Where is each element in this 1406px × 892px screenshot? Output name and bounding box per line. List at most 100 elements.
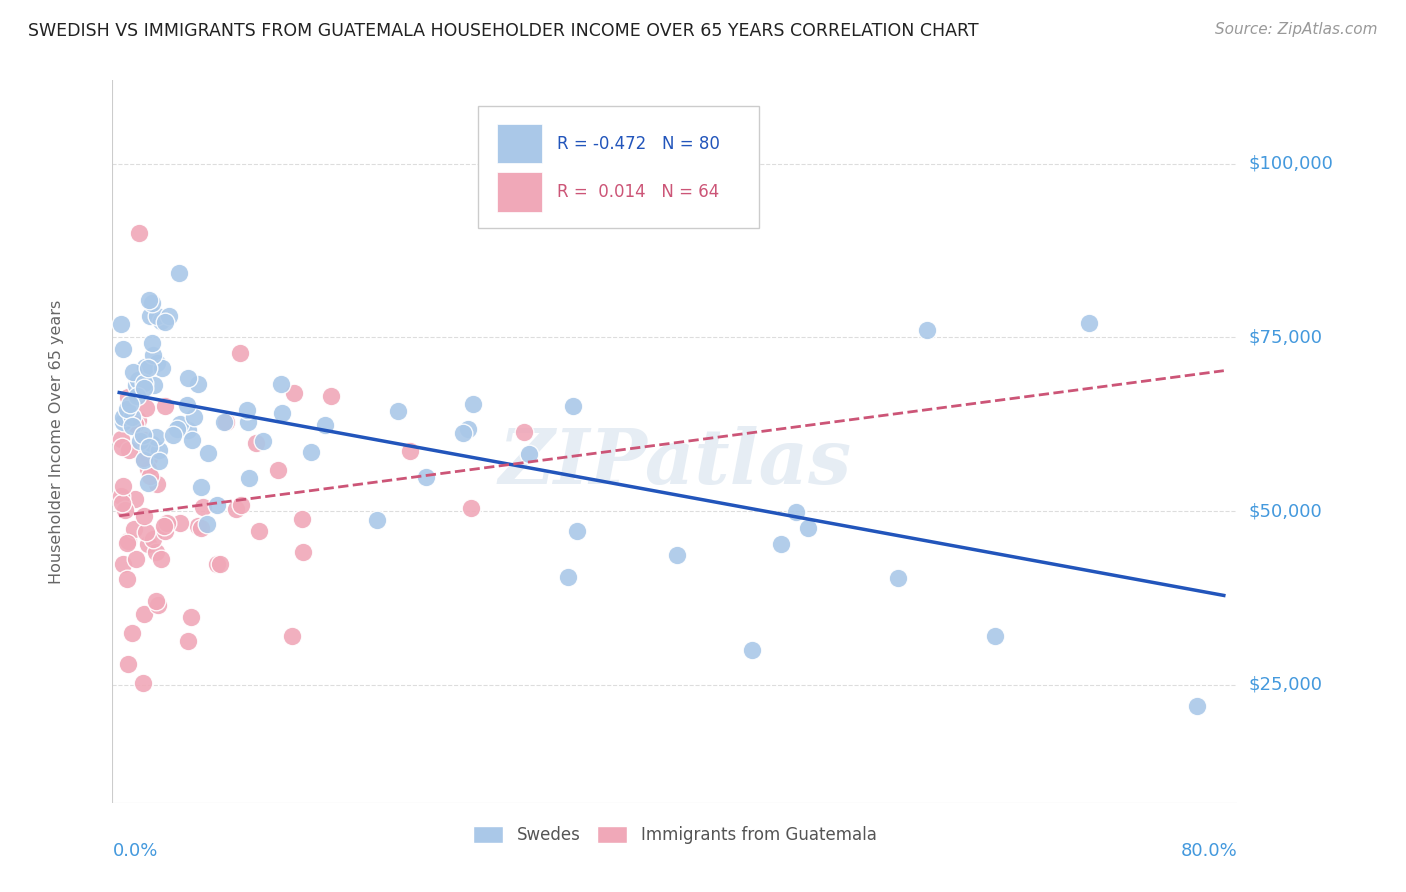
Point: [150, 360, 173, 375]
Point: [984, 629, 1007, 643]
Point: [141, 437, 163, 451]
Point: [180, 610, 202, 624]
Point: [136, 461, 159, 475]
Text: 0.0%: 0.0%: [112, 842, 157, 860]
Point: [118, 443, 141, 458]
Point: [207, 498, 229, 512]
Point: [267, 463, 290, 477]
Point: [135, 525, 157, 540]
Point: [145, 310, 167, 324]
Point: [143, 378, 166, 392]
Point: [181, 433, 204, 447]
Point: [149, 314, 172, 328]
Point: [887, 571, 910, 585]
Point: [145, 544, 167, 558]
Point: [153, 315, 176, 329]
Point: [153, 399, 176, 413]
Point: [110, 317, 132, 331]
Point: [270, 406, 292, 420]
Point: [134, 452, 156, 467]
Point: [138, 440, 160, 454]
FancyBboxPatch shape: [498, 124, 543, 163]
Point: [132, 509, 155, 524]
Point: [460, 501, 482, 516]
Point: [398, 443, 420, 458]
Point: [769, 536, 792, 550]
Point: [122, 365, 145, 379]
Point: [115, 572, 138, 586]
Point: [125, 378, 148, 392]
Point: [183, 409, 205, 424]
Point: [1078, 317, 1101, 331]
Point: [187, 377, 209, 392]
Point: [565, 524, 588, 539]
Point: [112, 479, 135, 493]
Point: [195, 517, 218, 532]
Text: $100,000: $100,000: [1249, 154, 1333, 173]
Point: [212, 415, 235, 429]
Point: [177, 634, 200, 648]
Point: [134, 607, 156, 622]
Point: [110, 489, 132, 503]
Point: [111, 440, 134, 454]
Point: [111, 496, 134, 510]
Point: [162, 427, 184, 442]
Point: [148, 443, 170, 458]
Point: [135, 401, 157, 416]
Legend: Swedes, Immigrants from Guatemala: Swedes, Immigrants from Guatemala: [465, 817, 884, 852]
Point: [141, 295, 163, 310]
Point: [131, 676, 153, 690]
Point: [121, 626, 143, 640]
Text: $50,000: $50,000: [1249, 502, 1322, 520]
Text: Source: ZipAtlas.com: Source: ZipAtlas.com: [1215, 22, 1378, 37]
Point: [797, 521, 820, 535]
Point: [169, 516, 191, 530]
Point: [245, 436, 267, 450]
Point: [121, 410, 143, 425]
Point: [190, 480, 212, 494]
Point: [122, 523, 145, 537]
FancyBboxPatch shape: [478, 105, 759, 228]
Point: [741, 643, 763, 657]
Point: [111, 342, 134, 356]
Point: [291, 544, 314, 558]
Point: [124, 417, 146, 431]
Point: [519, 447, 541, 461]
Point: [125, 551, 148, 566]
Text: $75,000: $75,000: [1249, 328, 1323, 346]
Point: [205, 557, 228, 571]
Point: [247, 524, 270, 538]
Point: [121, 419, 143, 434]
Point: [118, 396, 141, 410]
Point: [141, 336, 163, 351]
Point: [785, 505, 807, 519]
Point: [117, 390, 139, 404]
Point: [117, 657, 139, 671]
Point: [167, 266, 190, 280]
Point: [142, 348, 165, 362]
Point: [112, 409, 135, 424]
Point: [138, 293, 160, 308]
Point: [463, 396, 485, 410]
Point: [177, 423, 200, 437]
Point: [197, 446, 219, 460]
Point: [146, 477, 169, 491]
Point: [125, 389, 148, 403]
Point: [115, 536, 138, 550]
Text: Householder Income Over 65 years: Householder Income Over 65 years: [49, 300, 63, 583]
Point: [270, 377, 292, 392]
Point: [134, 359, 156, 374]
Point: [124, 491, 146, 506]
Point: [132, 451, 155, 466]
Point: [155, 516, 177, 531]
Point: [225, 501, 247, 516]
Point: [114, 503, 136, 517]
Point: [139, 309, 162, 323]
Point: [139, 468, 162, 483]
Point: [136, 475, 159, 490]
Point: [148, 453, 170, 467]
Point: [145, 430, 167, 444]
Point: [132, 376, 155, 390]
Point: [176, 398, 198, 412]
Text: $25,000: $25,000: [1249, 676, 1323, 694]
